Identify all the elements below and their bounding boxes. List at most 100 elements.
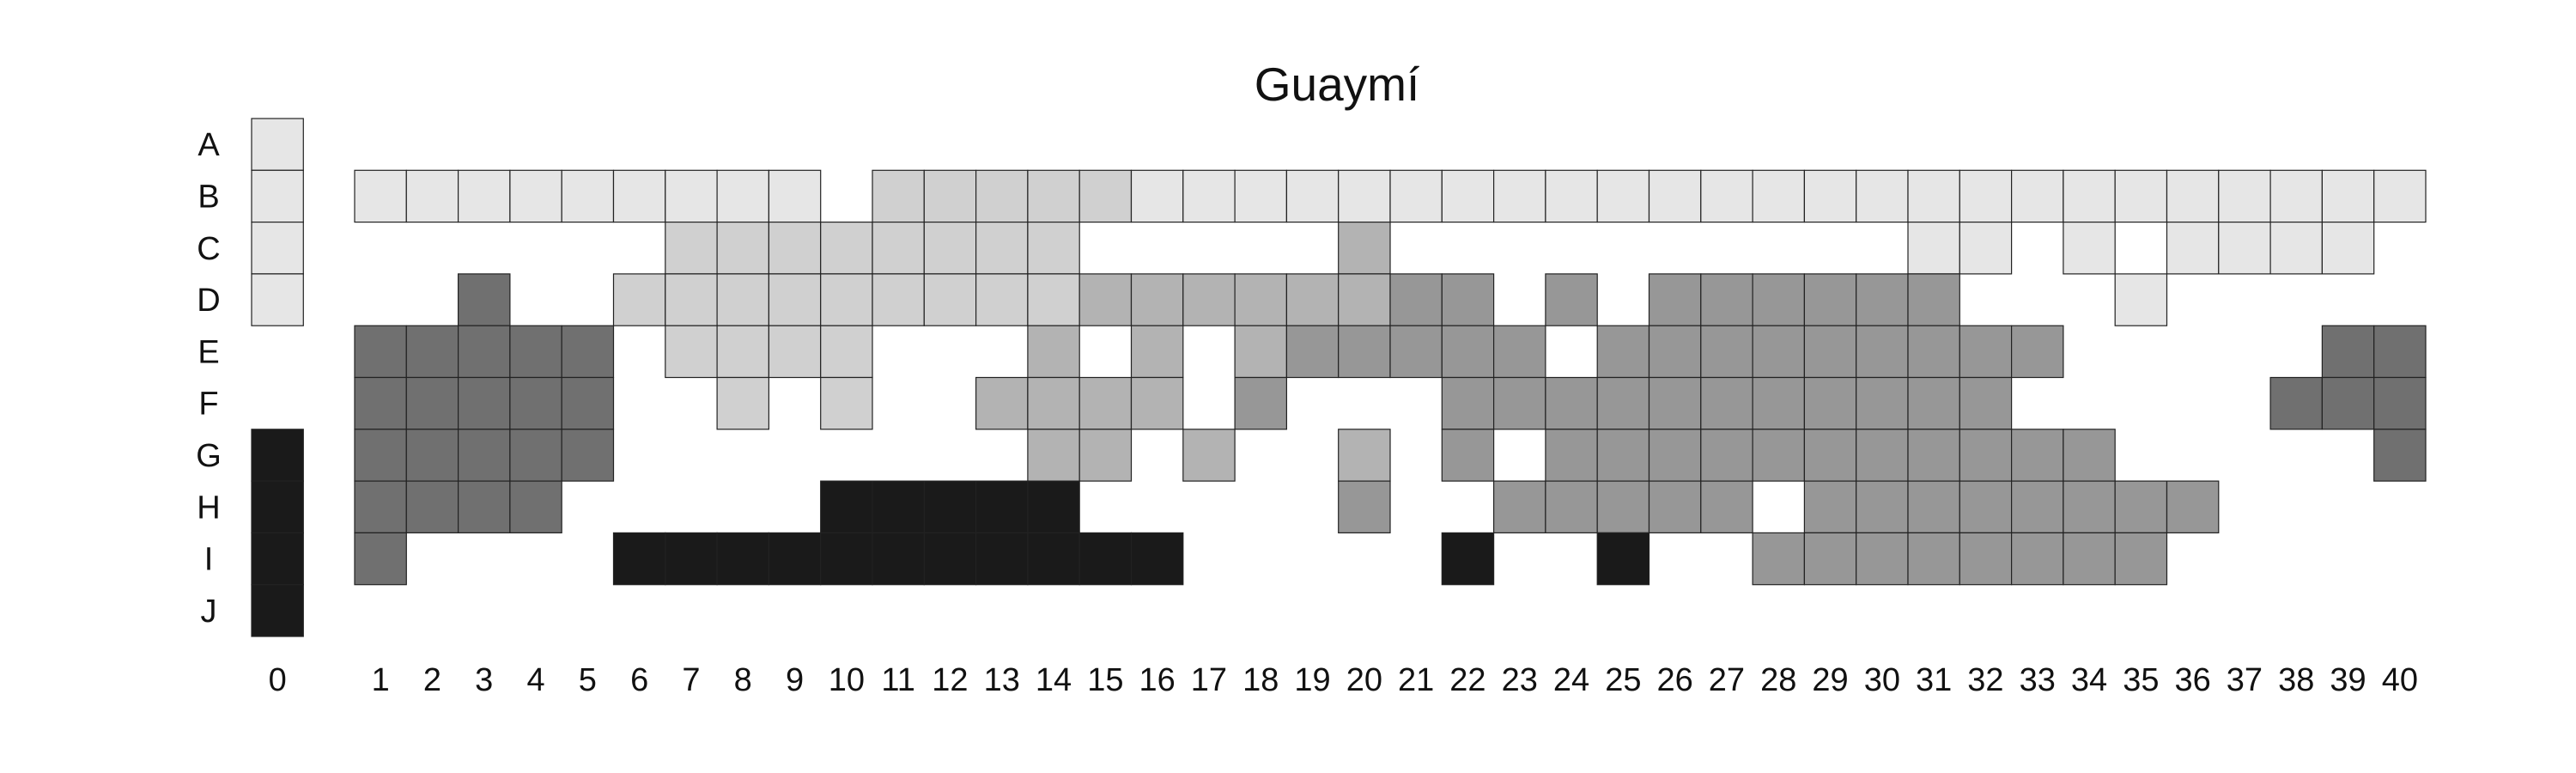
- heatmap-cell: [1130, 169, 1184, 223]
- heatmap-cell: [1338, 273, 1391, 326]
- heatmap-cell: [975, 273, 1029, 326]
- heatmap-cell: [2373, 376, 2427, 430]
- column-label: 26: [1657, 662, 1693, 698]
- heatmap-cell: [1752, 169, 1805, 223]
- column-0-cell: [251, 118, 304, 171]
- heatmap-cell: [1856, 325, 1909, 379]
- heatmap-cell: [2114, 532, 2168, 586]
- heatmap-cell: [561, 429, 615, 482]
- heatmap-cell: [1130, 532, 1184, 586]
- column-0-cell: [251, 584, 304, 637]
- column-label: 13: [984, 662, 1020, 698]
- column-label: 11: [881, 662, 914, 698]
- heatmap-cell: [2218, 222, 2271, 275]
- heatmap-cell: [665, 169, 718, 223]
- heatmap-cell: [1856, 169, 1909, 223]
- heatmap-cell: [2321, 325, 2375, 379]
- heatmap-cell: [1856, 480, 1909, 533]
- heatmap-cell: [820, 480, 873, 533]
- heatmap-cell: [1907, 222, 1960, 275]
- heatmap-cell: [975, 376, 1029, 430]
- row-label: E: [197, 334, 219, 370]
- column-0-cell: [251, 480, 304, 533]
- heatmap-cell: [1492, 325, 1546, 379]
- column-label: 14: [1036, 662, 1072, 698]
- heatmap-cell: [1959, 169, 2013, 223]
- heatmap-cell: [561, 376, 615, 430]
- row-label: C: [197, 231, 220, 267]
- heatmap-cell: [457, 273, 511, 326]
- heatmap-cell: [2166, 169, 2220, 223]
- heatmap-cell: [612, 169, 666, 223]
- heatmap-cell: [1959, 222, 2013, 275]
- heatmap-cell: [1234, 169, 1287, 223]
- heatmap-cell: [354, 325, 407, 379]
- column-label: 3: [475, 662, 493, 698]
- column-label: 15: [1087, 662, 1123, 698]
- heatmap-cell: [923, 532, 977, 586]
- heatmap-cell: [1027, 429, 1080, 482]
- heatmap-cell: [1182, 273, 1236, 326]
- heatmap-cell: [1596, 325, 1650, 379]
- column-label: 17: [1191, 662, 1227, 698]
- heatmap-cell: [1078, 532, 1133, 586]
- heatmap-cell: [1130, 325, 1184, 379]
- heatmap-cell: [509, 325, 562, 379]
- row-label: F: [198, 386, 218, 423]
- heatmap-cell: [509, 169, 562, 223]
- heatmap-cell: [1545, 169, 1598, 223]
- column-label: 8: [734, 662, 752, 698]
- heatmap-cell: [768, 325, 822, 379]
- heatmap-cell: [1027, 222, 1080, 275]
- heatmap-cell: [872, 222, 925, 275]
- heatmap-cell: [1027, 325, 1080, 379]
- heatmap-cell: [2063, 429, 2116, 482]
- heatmap-cell: [716, 325, 769, 379]
- heatmap-cell: [1596, 376, 1650, 430]
- heatmap-cell: [1234, 325, 1287, 379]
- column-label: 30: [1864, 662, 1900, 698]
- heatmap-cell: [975, 480, 1029, 533]
- heatmap-cell: [1492, 480, 1546, 533]
- heatmap-cell: [1752, 429, 1805, 482]
- heatmap-cell: [1700, 273, 1753, 326]
- heatmap-cell: [1596, 169, 1650, 223]
- heatmap-cell: [2011, 169, 2064, 223]
- heatmap-cell: [509, 429, 562, 482]
- heatmap-cell: [1234, 273, 1287, 326]
- heatmap-cell: [1648, 325, 1702, 379]
- heatmap-cell: [2321, 376, 2375, 430]
- column-label: 10: [829, 662, 865, 698]
- heatmap-cell: [2321, 222, 2375, 275]
- column-label: 18: [1242, 662, 1279, 698]
- heatmap-cell: [1752, 325, 1805, 379]
- heatmap-cell: [1130, 273, 1184, 326]
- heatmap-cell: [1492, 169, 1546, 223]
- heatmap-cell: [1545, 273, 1598, 326]
- heatmap-cell: [820, 222, 873, 275]
- heatmap-cell: [1907, 273, 1960, 326]
- heatmap-cell: [1078, 273, 1133, 326]
- heatmap-cell: [1441, 532, 1495, 586]
- heatmap-cell: [2114, 273, 2168, 326]
- chart-title: Guaymí: [1255, 58, 1420, 111]
- column-label: 34: [2071, 662, 2107, 698]
- heatmap-cell: [768, 273, 822, 326]
- heatmap-cell: [2114, 169, 2168, 223]
- heatmap-cell: [1959, 325, 2013, 379]
- heatmap-cell: [1596, 480, 1650, 533]
- heatmap-cell: [1441, 169, 1495, 223]
- row-label: H: [197, 490, 220, 526]
- column-0-cell: [251, 169, 304, 223]
- column-label: 23: [1502, 662, 1538, 698]
- heatmap-cell: [2373, 429, 2427, 482]
- heatmap-cell: [1078, 376, 1133, 430]
- row-label: G: [196, 438, 222, 474]
- heatmap-cell: [1441, 325, 1495, 379]
- heatmap-cell: [1700, 169, 1753, 223]
- heatmap-cell: [2373, 325, 2427, 379]
- heatmap-cell: [768, 222, 822, 275]
- column-label: 37: [2227, 662, 2263, 698]
- heatmap-cell: [1803, 273, 1857, 326]
- heatmap-cell: [923, 480, 977, 533]
